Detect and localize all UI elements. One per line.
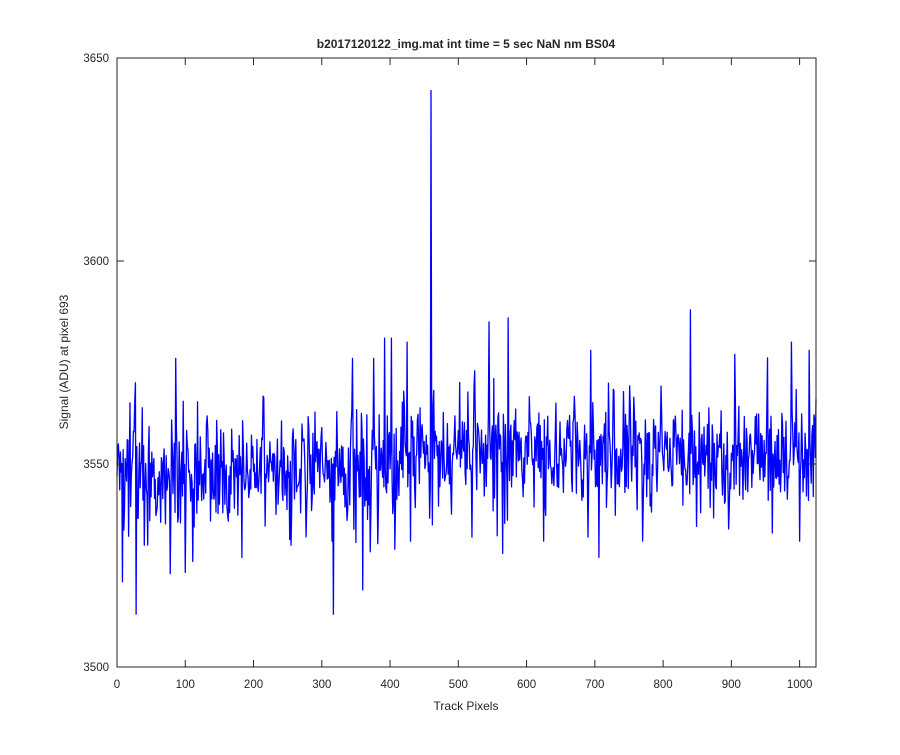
x-tick-label: 100	[176, 679, 195, 691]
x-axis-label: Track Pixels	[434, 699, 499, 713]
x-tick-label: 200	[244, 679, 263, 691]
axes-box	[116, 57, 817, 668]
x-tick-label: 500	[449, 679, 468, 691]
x-tick-label: 400	[380, 679, 399, 691]
plot-area	[116, 89, 817, 615]
axes: 0 100 200 300 400 500 600 700 800 900 1000 3500 3550…	[83, 53, 817, 691]
y-tick-label: 3550	[83, 459, 109, 471]
x-tick-label: 800	[654, 679, 673, 691]
x-tick-label: 1000	[787, 679, 813, 691]
y-tick-label: 3650	[83, 53, 109, 65]
x-tick-label: 0	[114, 679, 120, 691]
x-tick-label: 600	[517, 679, 536, 691]
x-tick-label: 700	[585, 679, 604, 691]
y-axis-label: Signal (ADU) at pixel 693	[57, 294, 71, 429]
series-line	[116, 89, 817, 615]
x-tick-label: 900	[722, 679, 741, 691]
chart-title: b2017120122_img.mat int time = 5 sec NaN…	[317, 37, 616, 51]
y-tick-label: 3600	[83, 256, 109, 268]
y-tick-label: 3500	[83, 662, 109, 674]
x-tick-label: 300	[312, 679, 331, 691]
